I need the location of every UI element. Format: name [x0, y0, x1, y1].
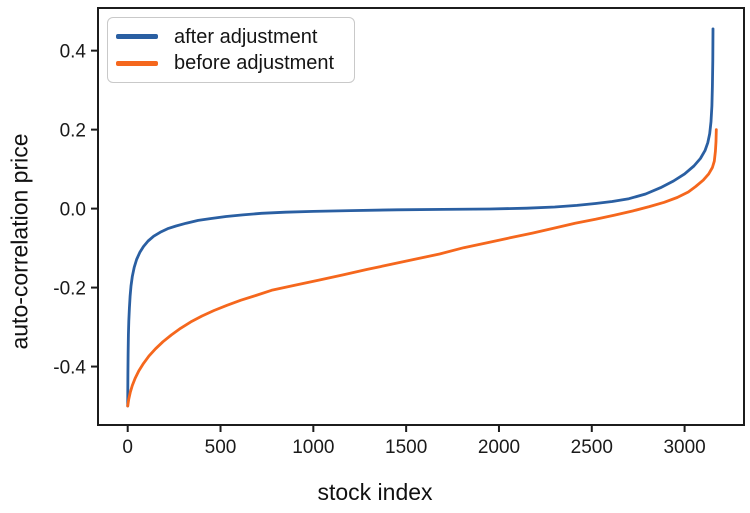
legend-label: after adjustment: [174, 25, 318, 48]
legend-item-before-adjustment: before adjustment: [116, 53, 344, 73]
y-axis-label: auto-correlation price: [6, 133, 33, 350]
legend-swatch-1: [116, 60, 158, 66]
y-axis-tick-label: 0.4: [60, 42, 87, 63]
x-axis-tick-label: 1500: [385, 437, 427, 458]
x-axis-tick-label: 2500: [571, 437, 613, 458]
series-line-after-adjustment: [126, 27, 715, 408]
x-axis-label: stock index: [317, 479, 433, 505]
legend-swatch-0: [116, 34, 158, 40]
x-axis-tick-label: 1000: [292, 437, 334, 458]
x-axis-tick-label: 0: [122, 437, 133, 458]
y-axis-tick-label: -0.2: [53, 279, 86, 300]
y-axis-tick-label: 0.0: [60, 200, 86, 221]
y-axis-tick-label: 0.2: [60, 121, 86, 142]
x-axis-tick-label: 3000: [663, 437, 705, 458]
y-axis-tick-label: -0.4: [53, 358, 86, 379]
x-axis-tick-label: 500: [205, 437, 237, 458]
legend-label: before adjustment: [174, 52, 335, 75]
legend-item-after-adjustment: after adjustment: [116, 27, 344, 47]
plot-border: [97, 7, 745, 426]
series-line-before-adjustment: [126, 128, 718, 408]
x-axis-tick-label: 2000: [478, 437, 520, 458]
legend: after adjustment before adjustment: [107, 17, 355, 83]
